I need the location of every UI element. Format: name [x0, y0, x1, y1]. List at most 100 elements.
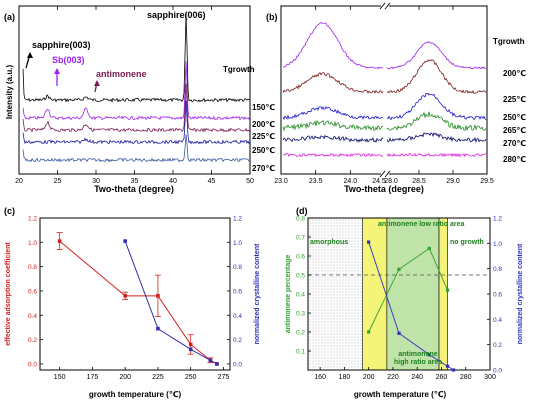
panel-d-ytick-right-0: 0.0 — [493, 368, 502, 375]
panel-b-xtick-5: 28.5 — [412, 178, 426, 185]
panel-b-traces — [282, 21, 487, 158]
panel-b-trace-0-r — [386, 41, 487, 70]
panel-d-ytick-left-5: 0.6 — [296, 254, 305, 261]
panel-c-ytick-left-2: 0.4 — [28, 313, 37, 320]
annotation-sb-003: Sb(003) — [52, 55, 85, 65]
panel-c-xtick-1: 175 — [87, 374, 99, 381]
panel-a-series-label-0: 150℃ — [252, 103, 275, 112]
panel-c-ytick-left-4: 0.8 — [28, 264, 37, 271]
panel-c-point-1-0 — [123, 239, 127, 243]
panel-c-label: (c) — [4, 206, 15, 216]
panel-c-point-1-3 — [208, 358, 213, 363]
panel-a-series-label-1: 200℃ — [252, 120, 275, 129]
antimonene-arrow — [94, 80, 100, 93]
panel-b: 23.0 23.5 24.0 24.528.0 28.5 29.0 29.5 (b) Two… — [266, 2, 526, 194]
panel-a-series-label-3: 250℃ — [252, 146, 275, 155]
panel-d-point-0-2 — [427, 246, 431, 250]
panel-b-label: (b) — [266, 12, 278, 22]
panel-d-ytick-left-1: 0.2 — [296, 330, 305, 337]
panel-d-ytick-right-5: 1.0 — [493, 241, 502, 248]
panel-c-ytick-left-3: 0.6 — [28, 288, 37, 295]
region-label-low-ratio: antimonene low ratio area — [378, 221, 464, 228]
annotation-sapphire-003: sapphire(003) — [32, 40, 91, 50]
panel-c-xlabel: growth temperature (℃) — [89, 390, 182, 399]
panel-d-ytick-left-6: 0.7 — [296, 235, 305, 242]
panel-d-xtick-7: 300 — [484, 374, 496, 381]
panel-d-point-1-3 — [445, 364, 450, 368]
panel-b-series-label-4: 270℃ — [503, 139, 526, 148]
panel-d-ytick-left-4: 0.5 — [296, 273, 305, 280]
panel-a-trace-4 — [22, 134, 251, 163]
panel-a-legend-title: Tgrowth — [223, 65, 255, 74]
panel-a-xtick-3: 35 — [131, 178, 139, 185]
panel-c-point-0-2 — [156, 294, 160, 298]
panel-d-point-0-3 — [445, 288, 450, 292]
panel-a-trace-1 — [22, 61, 251, 121]
panel-d-ylabel-left: antimonene percentage — [285, 255, 292, 334]
panel-c-point-0-1 — [123, 294, 127, 298]
panel-a-xtick-0: 20 — [15, 178, 23, 185]
region-label-high-ratio: antimonene high ratio area — [394, 351, 442, 366]
panel-c-xtick-4: 250 — [185, 374, 197, 381]
panel-b-trace-3-r — [386, 111, 487, 132]
panel-b-trace-5-r — [386, 152, 487, 158]
panel-d-ylabel-right: normalized crystalline content — [517, 243, 524, 344]
panel-d-xlabel: growth temperature (℃) — [354, 390, 447, 399]
panel-d-ytick-right-4: 0.8 — [493, 266, 502, 273]
panel-c-ylabel-right: normalized crystalline content — [254, 243, 261, 344]
panel-c-ytick-right-0: 0.0 — [233, 361, 242, 368]
panel-a-series-label-4: 270℃ — [252, 164, 275, 173]
panel-a-xlabel: Two-theta (degree) — [94, 184, 174, 194]
panel-c-point-1-1 — [156, 326, 160, 331]
panel-d-region-1 — [362, 217, 388, 371]
region-label-no-growth: no growth — [450, 239, 484, 246]
panel-a-trace-0 — [22, 13, 251, 103]
panel-b-xtick-2: 24.0 — [344, 178, 358, 185]
panel-c-ytick-right-4: 0.8 — [233, 264, 242, 271]
panel-d-xtick-4: 240 — [411, 374, 423, 381]
region-label-amorphous: amorphous — [310, 239, 348, 246]
panel-a-label: (a) — [4, 12, 15, 22]
panel-c-xtick-2: 200 — [119, 374, 131, 381]
panel-b-trace-5-l — [282, 152, 384, 158]
panel-d-ytick-left-3: 0.4 — [296, 292, 305, 299]
panel-b-trace-2-l — [282, 106, 384, 121]
panel-d-label: (d) — [296, 206, 308, 216]
panel-d-ytick-right-2: 0.4 — [493, 317, 502, 324]
panel-a-series-labels: 150℃ 200℃ 225℃ 250℃ 270℃ — [252, 103, 275, 173]
panel-c-ytick-left-0: 0.0 — [28, 361, 37, 368]
panel-b-trace-1-l — [282, 72, 384, 94]
panel-c-point-1-4 — [215, 362, 219, 366]
panel-c-xtick-0: 150 — [54, 374, 66, 381]
panel-c-ytick-right-3: 0.6 — [233, 288, 242, 295]
panel-b-trace-2-r — [386, 93, 487, 121]
panel-a-trace-2 — [22, 83, 251, 133]
panel-a-xtick-1: 25 — [54, 178, 62, 185]
panel-b-xlabel: Two-theta (degree) — [344, 184, 424, 194]
panel-d-xtick-0: 160 — [314, 374, 326, 381]
panel-d-point-1-4 — [452, 368, 456, 372]
panel-a: 20 25 30 35 40 45 50 (a) Two-theta (degree) In… — [4, 5, 275, 194]
panel-d-point-1-0 — [367, 240, 371, 244]
panel-a-frame — [18, 5, 251, 175]
panel-d-ytick-left-0: 0.1 — [296, 349, 305, 356]
panel-c-xtick-5: 275 — [218, 374, 230, 381]
panel-a-xtick-6: 50 — [246, 178, 254, 185]
panel-c-ytick-left-1: 0.2 — [28, 337, 37, 344]
panel-b-trace-4-r — [386, 132, 487, 144]
panel-c-point-0-3 — [188, 342, 193, 347]
panel-c-ytick-left-6: 1.2 — [28, 216, 37, 223]
panel-d-axes: 160 180 200 220 240 260 280 300 0.1 0.2 0.3 0.4 0.5 0… — [296, 216, 502, 382]
panel-c-ytick-right-1: 0.2 — [233, 337, 242, 344]
panel-d-ytick-left-2: 0.3 — [296, 311, 305, 318]
panel-b-series-labels: 200℃ 225℃ 250℃ 265℃ 270℃ 280℃ — [503, 69, 526, 164]
panel-c-ylabel-left: effective adsorption coefficient — [5, 242, 12, 346]
panel-d-ytick-right-3: 0.6 — [493, 292, 502, 299]
panel-d-region-0 — [308, 218, 363, 370]
panel-d-xtick-3: 220 — [387, 374, 399, 381]
panel-d-xtick-1: 180 — [339, 374, 351, 381]
panel-d-region-3 — [438, 217, 448, 371]
panel-d-xtick-6: 280 — [460, 374, 472, 381]
panel-d-point-1-2 — [427, 353, 431, 357]
sb-003-arrow — [54, 68, 60, 86]
